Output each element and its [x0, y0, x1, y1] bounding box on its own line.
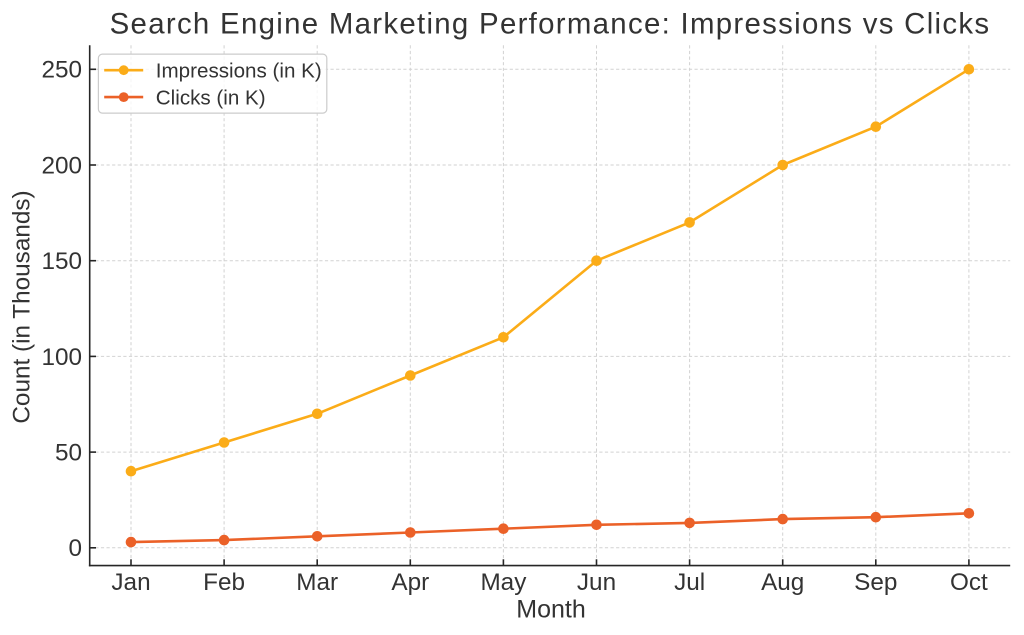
svg-text:Jul: Jul [674, 569, 705, 596]
svg-text:Sep: Sep [854, 569, 897, 596]
svg-text:Impressions (in K): Impressions (in K) [156, 59, 322, 82]
svg-text:250: 250 [41, 57, 82, 84]
svg-text:Oct: Oct [950, 569, 988, 596]
svg-text:Month: Month [516, 595, 585, 623]
svg-text:Count (in Thousands): Count (in Thousands) [9, 190, 36, 423]
svg-text:Clicks (in K): Clicks (in K) [156, 86, 266, 109]
svg-text:Apr: Apr [391, 569, 429, 596]
svg-text:Mar: Mar [296, 569, 338, 596]
svg-text:200: 200 [41, 152, 82, 179]
svg-text:Jun: Jun [577, 569, 616, 596]
svg-text:Feb: Feb [203, 569, 245, 596]
svg-text:0: 0 [68, 535, 82, 562]
svg-text:Aug: Aug [761, 569, 804, 596]
svg-text:100: 100 [41, 344, 82, 371]
svg-text:50: 50 [55, 440, 82, 467]
svg-text:150: 150 [41, 248, 82, 275]
svg-text:Search Engine Marketing Perfor: Search Engine Marketing Performance: Imp… [110, 7, 991, 40]
svg-text:Jan: Jan [111, 569, 150, 596]
svg-text:May: May [480, 569, 527, 596]
